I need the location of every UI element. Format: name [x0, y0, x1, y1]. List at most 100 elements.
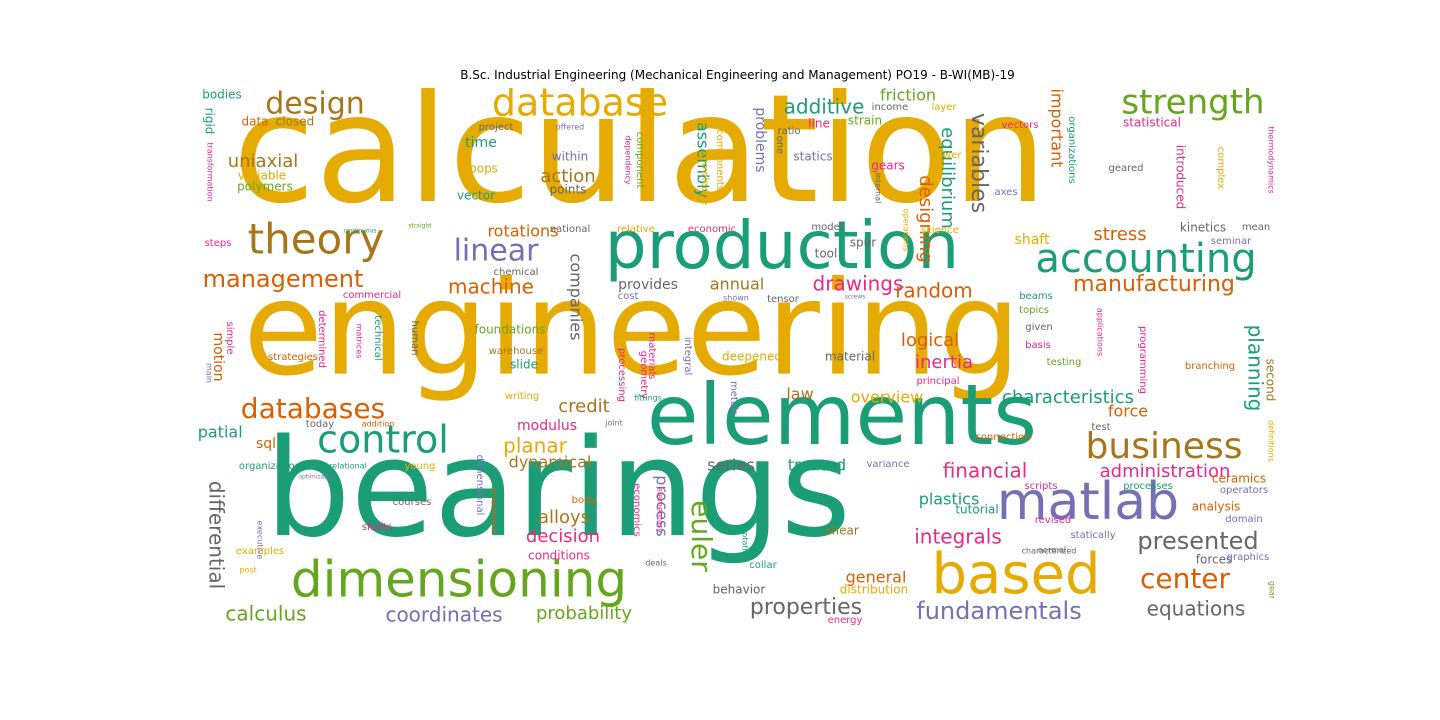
word-line: line [808, 117, 830, 131]
word-geometry: geometry [638, 351, 649, 400]
word-determined: determined [316, 310, 327, 368]
word-shear: shear [825, 524, 859, 538]
word-distribution: distribution [840, 583, 908, 597]
word-post: post [239, 566, 256, 575]
word-vector: vector [457, 189, 495, 203]
word-statically: statically [1070, 530, 1115, 541]
word-action: action [540, 166, 595, 187]
word-foundations: foundations [475, 323, 546, 337]
word-general: general [846, 568, 907, 587]
word-branching: branching [1185, 361, 1235, 372]
word-variance: variance [866, 459, 909, 470]
word-machine: machine [448, 275, 534, 299]
word-conditions: conditions [528, 549, 590, 563]
word-today: today [306, 419, 335, 430]
word-annual: annual [710, 275, 764, 294]
word-material: material [825, 350, 875, 364]
word-matlab: matlab [997, 472, 1179, 532]
word-relational: relational [329, 462, 367, 471]
word-dynamical: dynamical [509, 453, 592, 472]
word-strain: strain [848, 114, 882, 128]
word-random: random [895, 279, 973, 303]
word-geared: geared [1108, 163, 1143, 174]
word-dimensional: dimensional [474, 455, 485, 516]
word-collar: collar [749, 560, 777, 571]
word-executive: executive [256, 521, 265, 560]
word-cloud-svg: calculationengineeringbearingselementspr… [197, 88, 1278, 627]
word-ceramics: ceramics [1212, 472, 1266, 486]
word-bearings: bearings [265, 410, 851, 567]
word-basis: basis [1025, 340, 1051, 351]
word-one: one [774, 136, 785, 155]
word-knowledge: knowledge [699, 151, 710, 205]
word-addition: addition [362, 420, 395, 429]
word-companies: companies [567, 254, 586, 341]
word-tensor: tensor [767, 294, 800, 305]
word-characteristics: characteristics [1002, 387, 1134, 408]
word-joint: joint [604, 419, 623, 428]
word-cost: cost [618, 291, 639, 302]
word-process: process [653, 475, 672, 536]
word-rigid: rigid [203, 108, 217, 135]
word-programming: programming [1137, 326, 1148, 394]
word-law: law [786, 385, 813, 404]
word-economics: economics [631, 483, 642, 536]
word-design: design [265, 88, 365, 122]
word-testing: testing [1047, 357, 1082, 368]
word-spur: spur [850, 236, 876, 250]
word-transformation: transformation [206, 142, 215, 201]
word-series: series [707, 456, 754, 475]
word-body: body [572, 495, 597, 506]
word-business: business [1086, 426, 1243, 467]
word-dependency: dependency [624, 135, 633, 185]
word-complex: complex [1215, 147, 1226, 189]
word-layer: layer [931, 102, 957, 113]
word-applications: applications [1096, 308, 1105, 356]
word-commercial: commercial [343, 290, 401, 301]
word-metals: metals [728, 381, 739, 415]
word-important: important [1048, 88, 1067, 167]
word-domain: domain [1225, 514, 1262, 525]
word-courses: courses [393, 497, 432, 508]
word-offered: offered [556, 123, 584, 132]
word-rotation: rotation [741, 529, 750, 560]
word-power: power [931, 150, 963, 161]
word-integrals: integrals [914, 525, 1002, 549]
word-sql: sql [256, 436, 276, 452]
word-plastics: plastics [919, 490, 980, 509]
word-properties: properties [750, 595, 862, 620]
word-beams: beams [1019, 291, 1053, 302]
word-science: science [921, 225, 959, 236]
word-screws: screws [845, 294, 865, 301]
word-operations: operations [902, 209, 911, 252]
word-statistical: statistical [1123, 116, 1181, 130]
word-mean: mean [1242, 222, 1270, 233]
word-data: data [241, 115, 268, 129]
word-processing: processing [616, 348, 627, 402]
word-operators: operators [1220, 485, 1268, 496]
word-linear: linear [454, 234, 540, 269]
word-simple: simple [224, 321, 235, 354]
word-manufacturing: manufacturing [1073, 272, 1235, 297]
word-deals: deals [645, 559, 666, 568]
word-management: management [203, 265, 364, 293]
word-warehouse: warehouse [489, 346, 544, 357]
word-ratio: ratio [777, 126, 800, 137]
word-drawings: drawings [813, 272, 904, 296]
figure-title: B.Sc. Industrial Engineering (Mechanical… [460, 68, 1015, 82]
word-elementary: elementary [656, 487, 665, 533]
word-analysis: analysis [1192, 500, 1241, 514]
word-model: model [811, 222, 842, 233]
word-steps: steps [205, 238, 232, 249]
word-axes: axes [994, 187, 1017, 198]
word-continuous: continuous [344, 228, 377, 235]
word-control: control [317, 418, 449, 462]
word-writing: writing [505, 391, 539, 402]
word-polymers: polymers [237, 180, 293, 194]
word-uniaxial: uniaxial [228, 151, 299, 172]
word-financial: financial [943, 459, 1028, 483]
word-problems: problems [752, 107, 768, 172]
word-engineering: engineering [243, 253, 1021, 405]
word-income: income [872, 102, 909, 113]
word-spatial: spatial [197, 423, 243, 442]
